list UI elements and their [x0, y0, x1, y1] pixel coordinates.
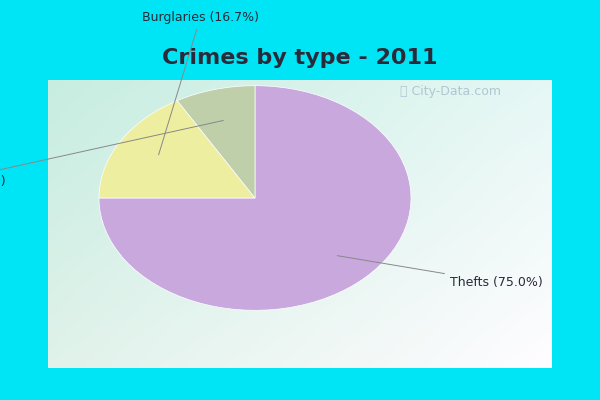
- Wedge shape: [99, 101, 255, 198]
- Text: ⓘ City-Data.com: ⓘ City-Data.com: [400, 86, 500, 98]
- Text: Crimes by type - 2011: Crimes by type - 2011: [162, 48, 438, 68]
- Text: Burglaries (16.7%): Burglaries (16.7%): [142, 11, 259, 155]
- Text: Thefts (75.0%): Thefts (75.0%): [337, 256, 543, 289]
- Wedge shape: [177, 86, 255, 198]
- Wedge shape: [99, 86, 411, 310]
- Text: Auto thefts (8.3%): Auto thefts (8.3%): [0, 120, 223, 188]
